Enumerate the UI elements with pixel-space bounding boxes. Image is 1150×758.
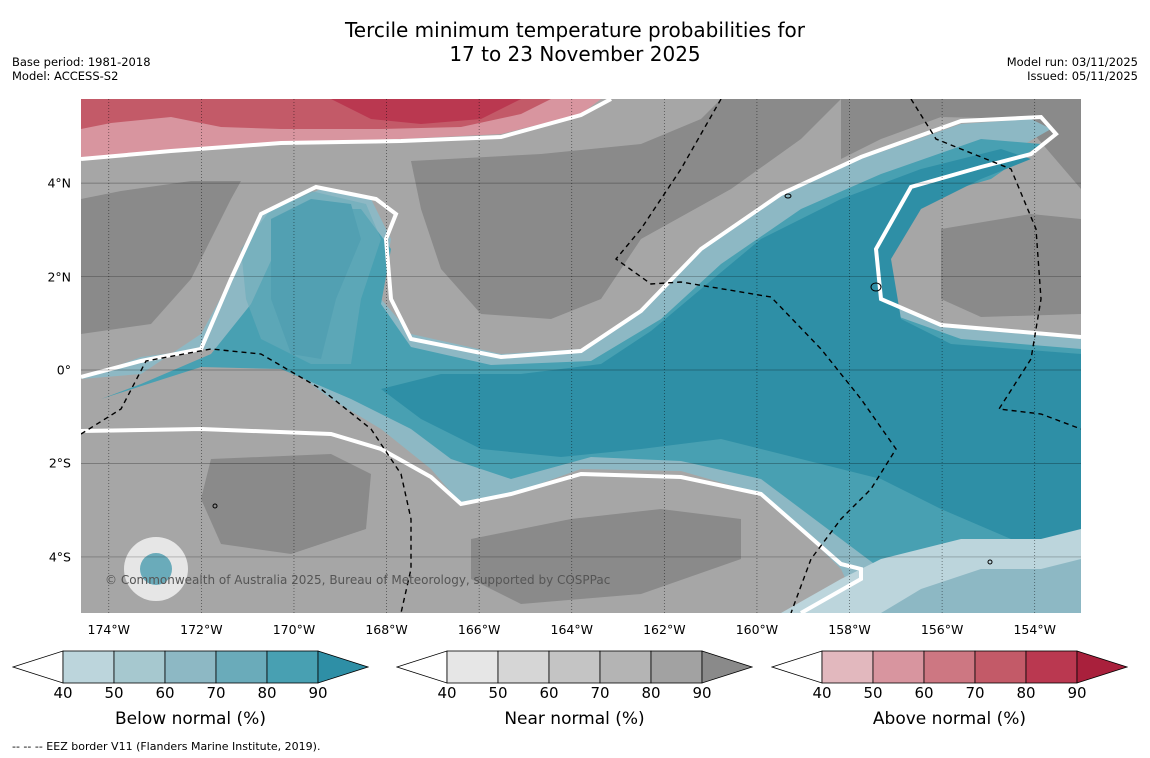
colorbar-segment — [266, 650, 319, 684]
eez-border-west — [81, 348, 412, 613]
lat-tick-label: 2°S — [48, 455, 71, 471]
colorbar-below — [12, 650, 369, 684]
near-normal-sw — [201, 454, 371, 554]
colorbar-tick: 50 — [104, 684, 124, 702]
colorbar-segment — [923, 650, 976, 684]
colorbar-tick: 80 — [1016, 684, 1036, 702]
colorbar-title: Above normal (%) — [872, 709, 1027, 729]
lat-tick-label: 4°N — [47, 175, 71, 191]
islands — [212, 193, 993, 565]
colorbar-arrow-low — [771, 650, 823, 684]
near-normal-south-central — [471, 509, 741, 604]
colorbar-segment — [650, 650, 703, 684]
colorbar-segment — [62, 650, 115, 684]
colorbar-tick: 70 — [965, 684, 985, 702]
colorbar-arrow-high — [1076, 650, 1128, 684]
lon-tick-label: 156°W — [920, 622, 964, 637]
colorbar-tick: 90 — [308, 684, 328, 702]
lon-tick-label: 168°W — [365, 622, 408, 637]
below-normal-nw-pocket-outer — [241, 191, 381, 364]
colorbar-tick: 40 — [812, 684, 832, 702]
lon-tick-label: 154°W — [1013, 622, 1056, 637]
chart-title: Tercile minimum temperature probabilitie… — [0, 18, 1150, 66]
lon-tick-label: 174°W — [87, 622, 130, 637]
model-name: Model: ACCESS-S2 — [12, 69, 119, 83]
colorbar-segment — [1025, 650, 1078, 684]
colorbar-title: Below normal (%) — [115, 709, 266, 729]
contour-above-boundary — [81, 99, 612, 161]
contour-below-boundary-south — [81, 426, 863, 613]
colorbar-tick: 70 — [206, 684, 226, 702]
island-1 — [784, 193, 792, 199]
colorbar-segment — [599, 650, 652, 684]
near-normal-ne — [841, 99, 1081, 189]
eez-border-east — [910, 99, 1081, 430]
base-period: Base period: 1981-2018 — [12, 55, 151, 69]
colorbar-segment — [821, 650, 874, 684]
colorbar-title: Near normal (%) — [504, 709, 645, 729]
colorbar-arrow-high — [317, 650, 369, 684]
colorbar-segment — [497, 650, 550, 684]
colorbar-tick: 70 — [590, 684, 610, 702]
lon-tick-label: 172°W — [180, 622, 223, 637]
lon-tick-label: 170°W — [272, 622, 316, 637]
below-normal-band-core — [381, 149, 1081, 539]
gridlines — [81, 99, 1081, 613]
lon-tick-label: 158°W — [828, 622, 871, 637]
colorbar-arrow-low — [396, 650, 448, 684]
colorbar-tick: 50 — [488, 684, 508, 702]
near-normal-north-central — [411, 99, 841, 319]
colorbar-segment — [215, 650, 268, 684]
footnote: -- -- -- EEZ border V11 (Flanders Marine… — [12, 740, 321, 753]
colorbar-tick: 40 — [53, 684, 73, 702]
title-line-2: 17 to 23 November 2025 — [449, 42, 701, 66]
meta-left: Base period: 1981-2018 Model: ACCESS-S2 — [12, 55, 151, 83]
contour-below-boundary-north — [81, 114, 1081, 379]
above-normal-peak — [331, 99, 521, 124]
near-normal-nw — [81, 181, 241, 334]
colorbar-near — [396, 650, 753, 684]
colorbar-tick: 90 — [692, 684, 712, 702]
colorbar-above — [771, 650, 1128, 684]
model-run: Model run: 03/11/2025 — [1006, 55, 1138, 69]
colorbar-arrow-high — [701, 650, 753, 684]
colorbar-tick: 50 — [863, 684, 883, 702]
copyright-text: © Commonwealth of Australia 2025, Bureau… — [105, 573, 611, 587]
colorbar-tick: 80 — [641, 684, 661, 702]
island-3 — [212, 503, 218, 509]
colorbar-segment — [446, 650, 499, 684]
below-normal-sw-pocket-core — [140, 553, 172, 585]
colorbar-tick: 90 — [1067, 684, 1087, 702]
lon-tick-label: 160°W — [735, 622, 779, 637]
title-line-1: Tercile minimum temperature probabilitie… — [344, 18, 806, 42]
lat-tick-label: 4°S — [48, 549, 71, 565]
below-normal-se-mid — [881, 559, 1081, 613]
lat-tick-label: 0° — [56, 362, 71, 378]
colorbar-segment — [164, 650, 217, 684]
colorbar-segment — [872, 650, 925, 684]
island-2 — [870, 282, 882, 292]
eez-borders — [81, 99, 1081, 613]
colorbar-tick: 60 — [539, 684, 559, 702]
near-normal-east — [941, 214, 1081, 317]
colorbar-arrow-low — [12, 650, 64, 684]
lon-tick-label: 164°W — [550, 622, 593, 637]
colorbar-tick: 80 — [257, 684, 277, 702]
issued-date: Issued: 05/11/2025 — [1027, 69, 1138, 83]
island-4 — [987, 559, 993, 565]
lon-tick-label: 166°W — [457, 622, 501, 637]
colorbar-segment — [974, 650, 1027, 684]
meta-right: Model run: 03/11/2025 Issued: 05/11/2025 — [1007, 55, 1138, 83]
lon-tick-label: 162°W — [643, 622, 686, 637]
lat-tick-label: 2°N — [47, 269, 71, 285]
colorbar-tick: 60 — [155, 684, 175, 702]
colorbar-tick: 60 — [914, 684, 934, 702]
colorbar-tick: 40 — [437, 684, 457, 702]
colorbar-segment — [113, 650, 166, 684]
colorbar-segment — [548, 650, 601, 684]
forecast-map — [81, 99, 1081, 613]
